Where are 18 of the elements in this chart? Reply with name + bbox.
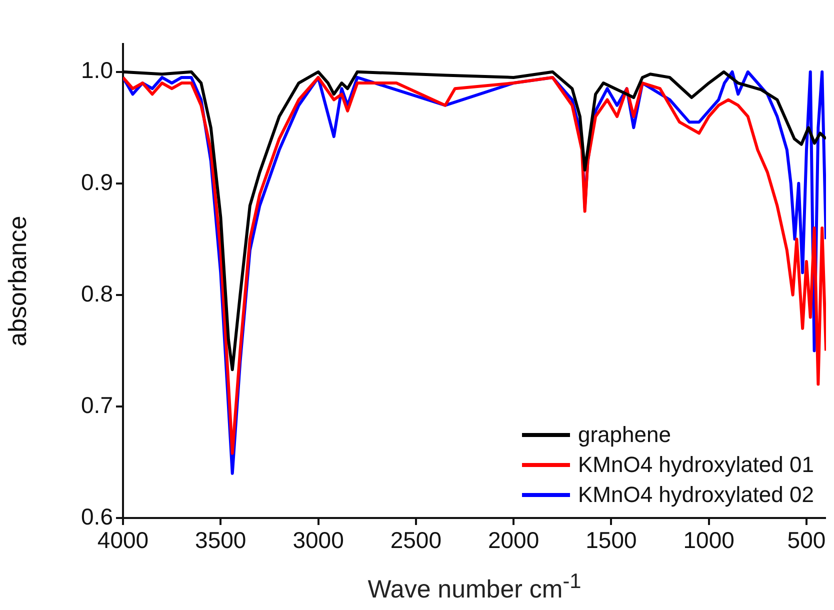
y-axis-title: absorbance — [4, 216, 32, 346]
legend-label: graphene — [578, 422, 671, 448]
y-tick-label: 0.9 — [81, 168, 113, 195]
legend-label: KMnO4 hydroxylated 02 — [578, 482, 814, 508]
y-tick-label: 1.0 — [81, 57, 113, 84]
x-tick-label: 3000 — [292, 527, 344, 554]
legend-label: KMnO4 hydroxylated 01 — [578, 452, 814, 478]
x-axis-title: Wave number cm$^{-1}$ — [366, 570, 582, 604]
x-tick-label: 2500 — [390, 527, 442, 554]
y-tick-label: 0.7 — [81, 392, 113, 418]
x-tick-label: 2000 — [488, 527, 540, 554]
y-tick-label: 0.6 — [81, 503, 113, 530]
x-tick-label: 1000 — [683, 527, 734, 554]
x-tick-label: 3500 — [195, 527, 246, 554]
y-tick-label: 0.8 — [81, 280, 113, 306]
x-tick-label: 500 — [787, 527, 826, 554]
x-tick-label: 1500 — [586, 527, 637, 554]
x-tick-label: 4000 — [97, 527, 149, 554]
